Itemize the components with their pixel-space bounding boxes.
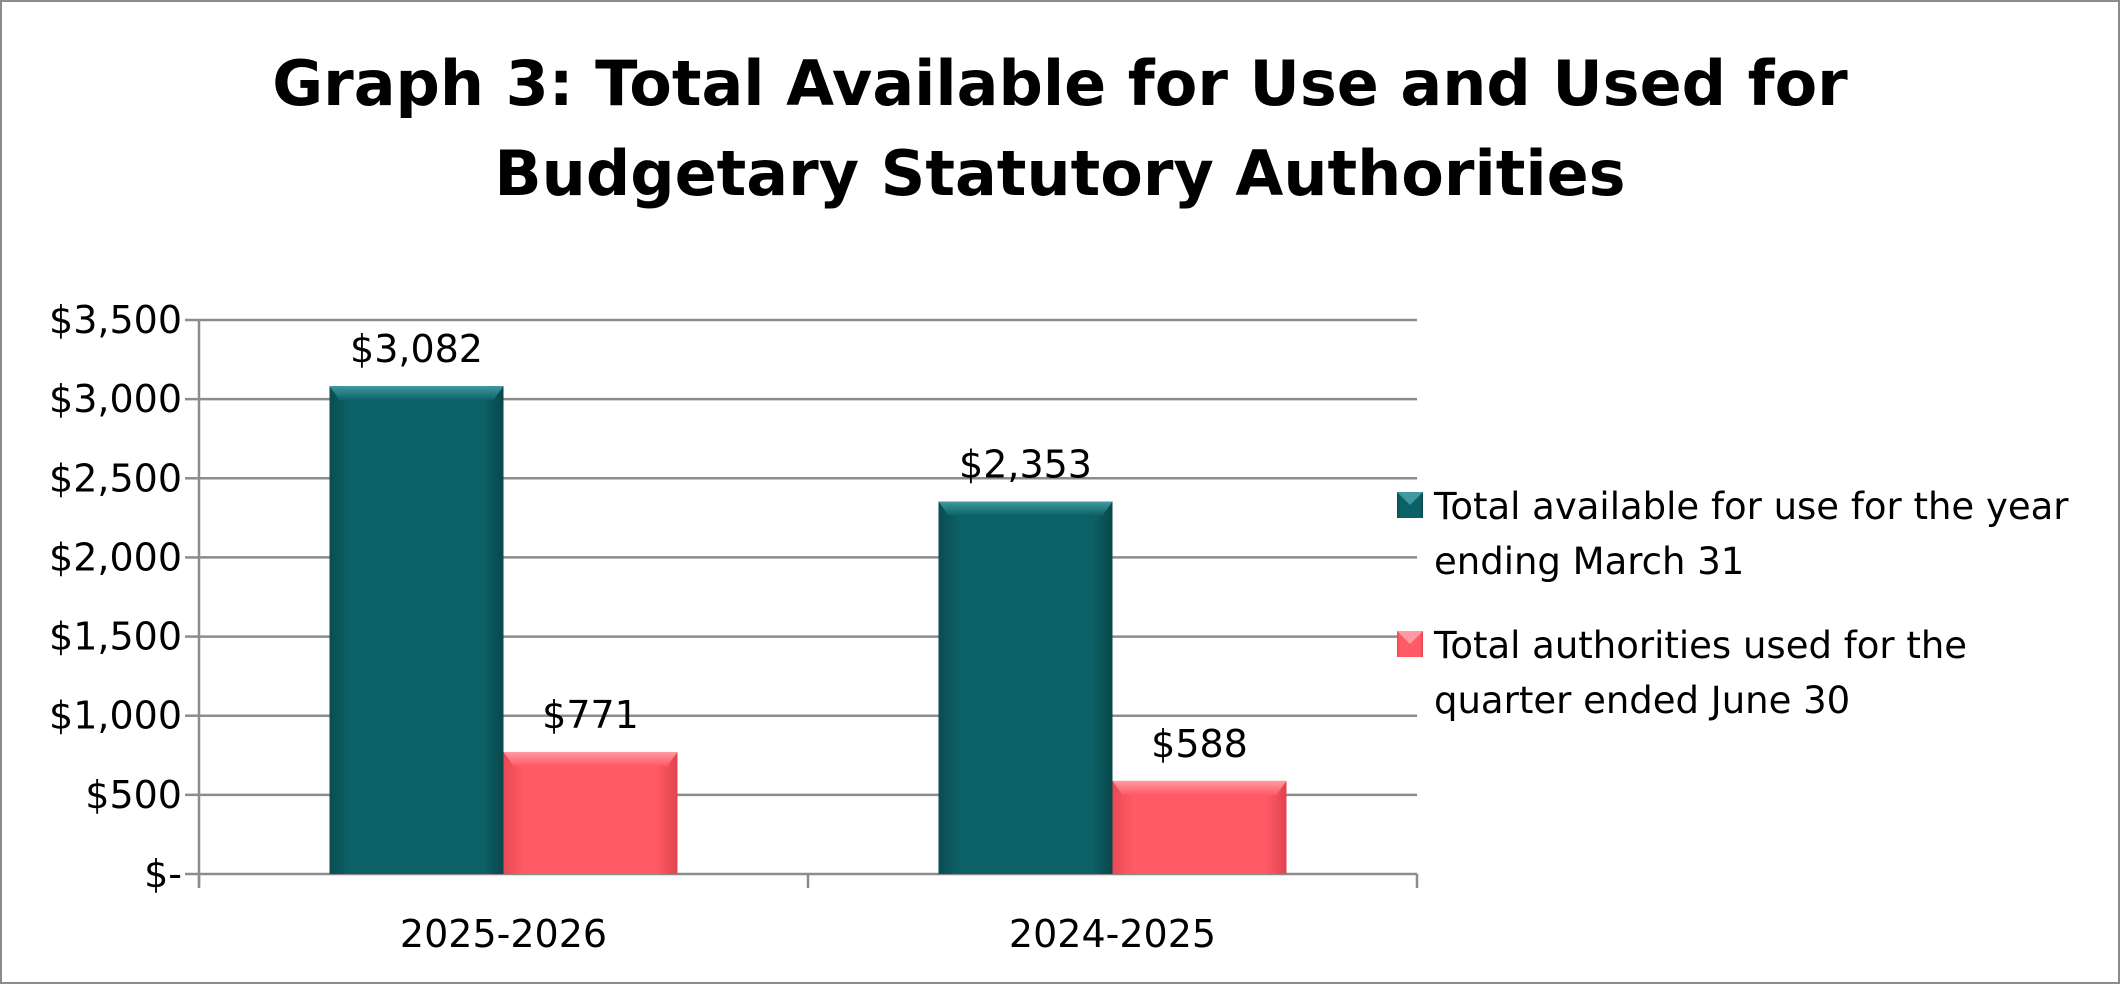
y-axis-tick-labels: $- $500 $1,000 $1,500 $2,000 $2,500 $3,000 $3,5… — [49, 298, 182, 896]
bar-used — [1112, 780, 1287, 874]
legend-swatch-used-bevel — [1397, 631, 1423, 644]
y-tick-label: $2,000 — [49, 535, 182, 579]
chart-title-line-2: Budgetary Statutory Authorities — [494, 137, 1625, 210]
bar-available — [938, 501, 1113, 874]
bars — [329, 386, 1287, 874]
bar-bevel — [938, 501, 1113, 516]
x-category-label: 2025-2026 — [400, 912, 607, 956]
bar-available — [329, 386, 504, 874]
y-tick-label: $1,500 — [49, 615, 182, 659]
legend-label-used-line-2: quarter ended June 30 — [1434, 679, 1850, 722]
bar-bevel — [503, 751, 678, 766]
legend-swatch-available-bevel — [1397, 492, 1423, 505]
legend-label-available-line-1: Total available for use for the year — [1433, 485, 2069, 528]
legend-label-used-line-1: Total authorities used for the — [1433, 624, 1967, 667]
y-tick-label: $2,500 — [49, 456, 182, 500]
legend-label-available-line-2: ending March 31 — [1434, 540, 1744, 583]
legend-entry-available: Total available for use for the year end… — [1397, 485, 2069, 583]
data-label: $3,082 — [350, 327, 483, 371]
legend: Total available for use for the year end… — [1397, 485, 2069, 722]
x-axis-category-labels: 2025-2026 2024-2025 — [400, 912, 1216, 956]
data-label: $588 — [1151, 722, 1248, 766]
data-label: $771 — [542, 693, 639, 737]
legend-entry-used: Total authorities used for the quarter e… — [1397, 624, 1967, 722]
y-tick-label: $- — [144, 852, 182, 896]
chart-title-line-1: Graph 3: Total Available for Use and Use… — [272, 47, 1848, 120]
data-label: $2,353 — [959, 443, 1092, 487]
bar-bevel — [329, 386, 504, 401]
y-tick-label: $500 — [85, 773, 182, 817]
x-category-label: 2024-2025 — [1009, 912, 1216, 956]
bar-used — [503, 751, 678, 874]
bar-bevel — [1112, 780, 1287, 795]
y-tick-label: $3,000 — [49, 377, 182, 421]
y-tick-label: $1,000 — [49, 694, 182, 738]
chart-title: Graph 3: Total Available for Use and Use… — [272, 47, 1848, 210]
y-tick-label: $3,500 — [49, 298, 182, 342]
data-labels: $3,082 $771 $2,353 $588 — [350, 327, 1248, 766]
